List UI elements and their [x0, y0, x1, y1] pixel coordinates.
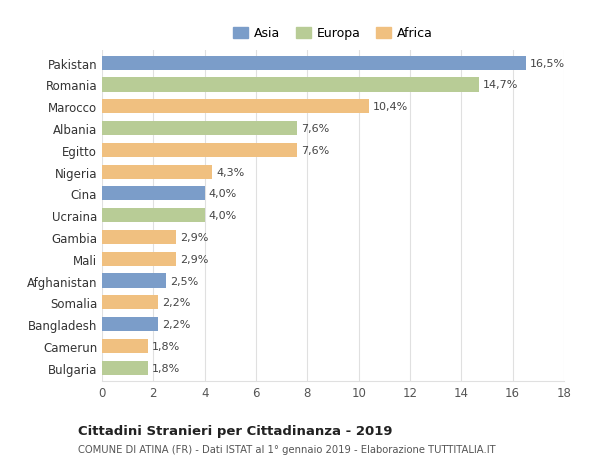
Bar [102, 56, 526, 71]
Text: 1,8%: 1,8% [152, 341, 181, 351]
Text: 2,9%: 2,9% [180, 232, 209, 242]
Text: 2,2%: 2,2% [163, 298, 191, 308]
Text: COMUNE DI ATINA (FR) - Dati ISTAT al 1° gennaio 2019 - Elaborazione TUTTITALIA.I: COMUNE DI ATINA (FR) - Dati ISTAT al 1° … [78, 444, 496, 454]
Bar [102, 230, 176, 245]
Bar [102, 165, 212, 179]
Text: 7,6%: 7,6% [301, 146, 329, 156]
Text: 4,0%: 4,0% [209, 189, 237, 199]
Bar [102, 209, 205, 223]
Bar [102, 187, 205, 201]
Text: 10,4%: 10,4% [373, 102, 408, 112]
Bar [102, 339, 148, 353]
Text: 16,5%: 16,5% [529, 59, 565, 68]
Text: 2,5%: 2,5% [170, 276, 198, 286]
Bar [102, 78, 479, 92]
Text: 1,8%: 1,8% [152, 363, 181, 373]
Bar [102, 252, 176, 266]
Bar [102, 317, 158, 331]
Bar [102, 143, 297, 157]
Text: 4,3%: 4,3% [216, 167, 244, 177]
Bar [102, 361, 148, 375]
Text: 7,6%: 7,6% [301, 124, 329, 134]
Bar [102, 274, 166, 288]
Text: 4,0%: 4,0% [209, 211, 237, 221]
Bar [102, 122, 297, 136]
Text: Cittadini Stranieri per Cittadinanza - 2019: Cittadini Stranieri per Cittadinanza - 2… [78, 425, 392, 437]
Text: 14,7%: 14,7% [483, 80, 518, 90]
Text: 2,2%: 2,2% [163, 319, 191, 330]
Text: 2,9%: 2,9% [180, 254, 209, 264]
Legend: Asia, Europa, Africa: Asia, Europa, Africa [229, 24, 437, 44]
Bar [102, 100, 369, 114]
Bar [102, 296, 158, 310]
